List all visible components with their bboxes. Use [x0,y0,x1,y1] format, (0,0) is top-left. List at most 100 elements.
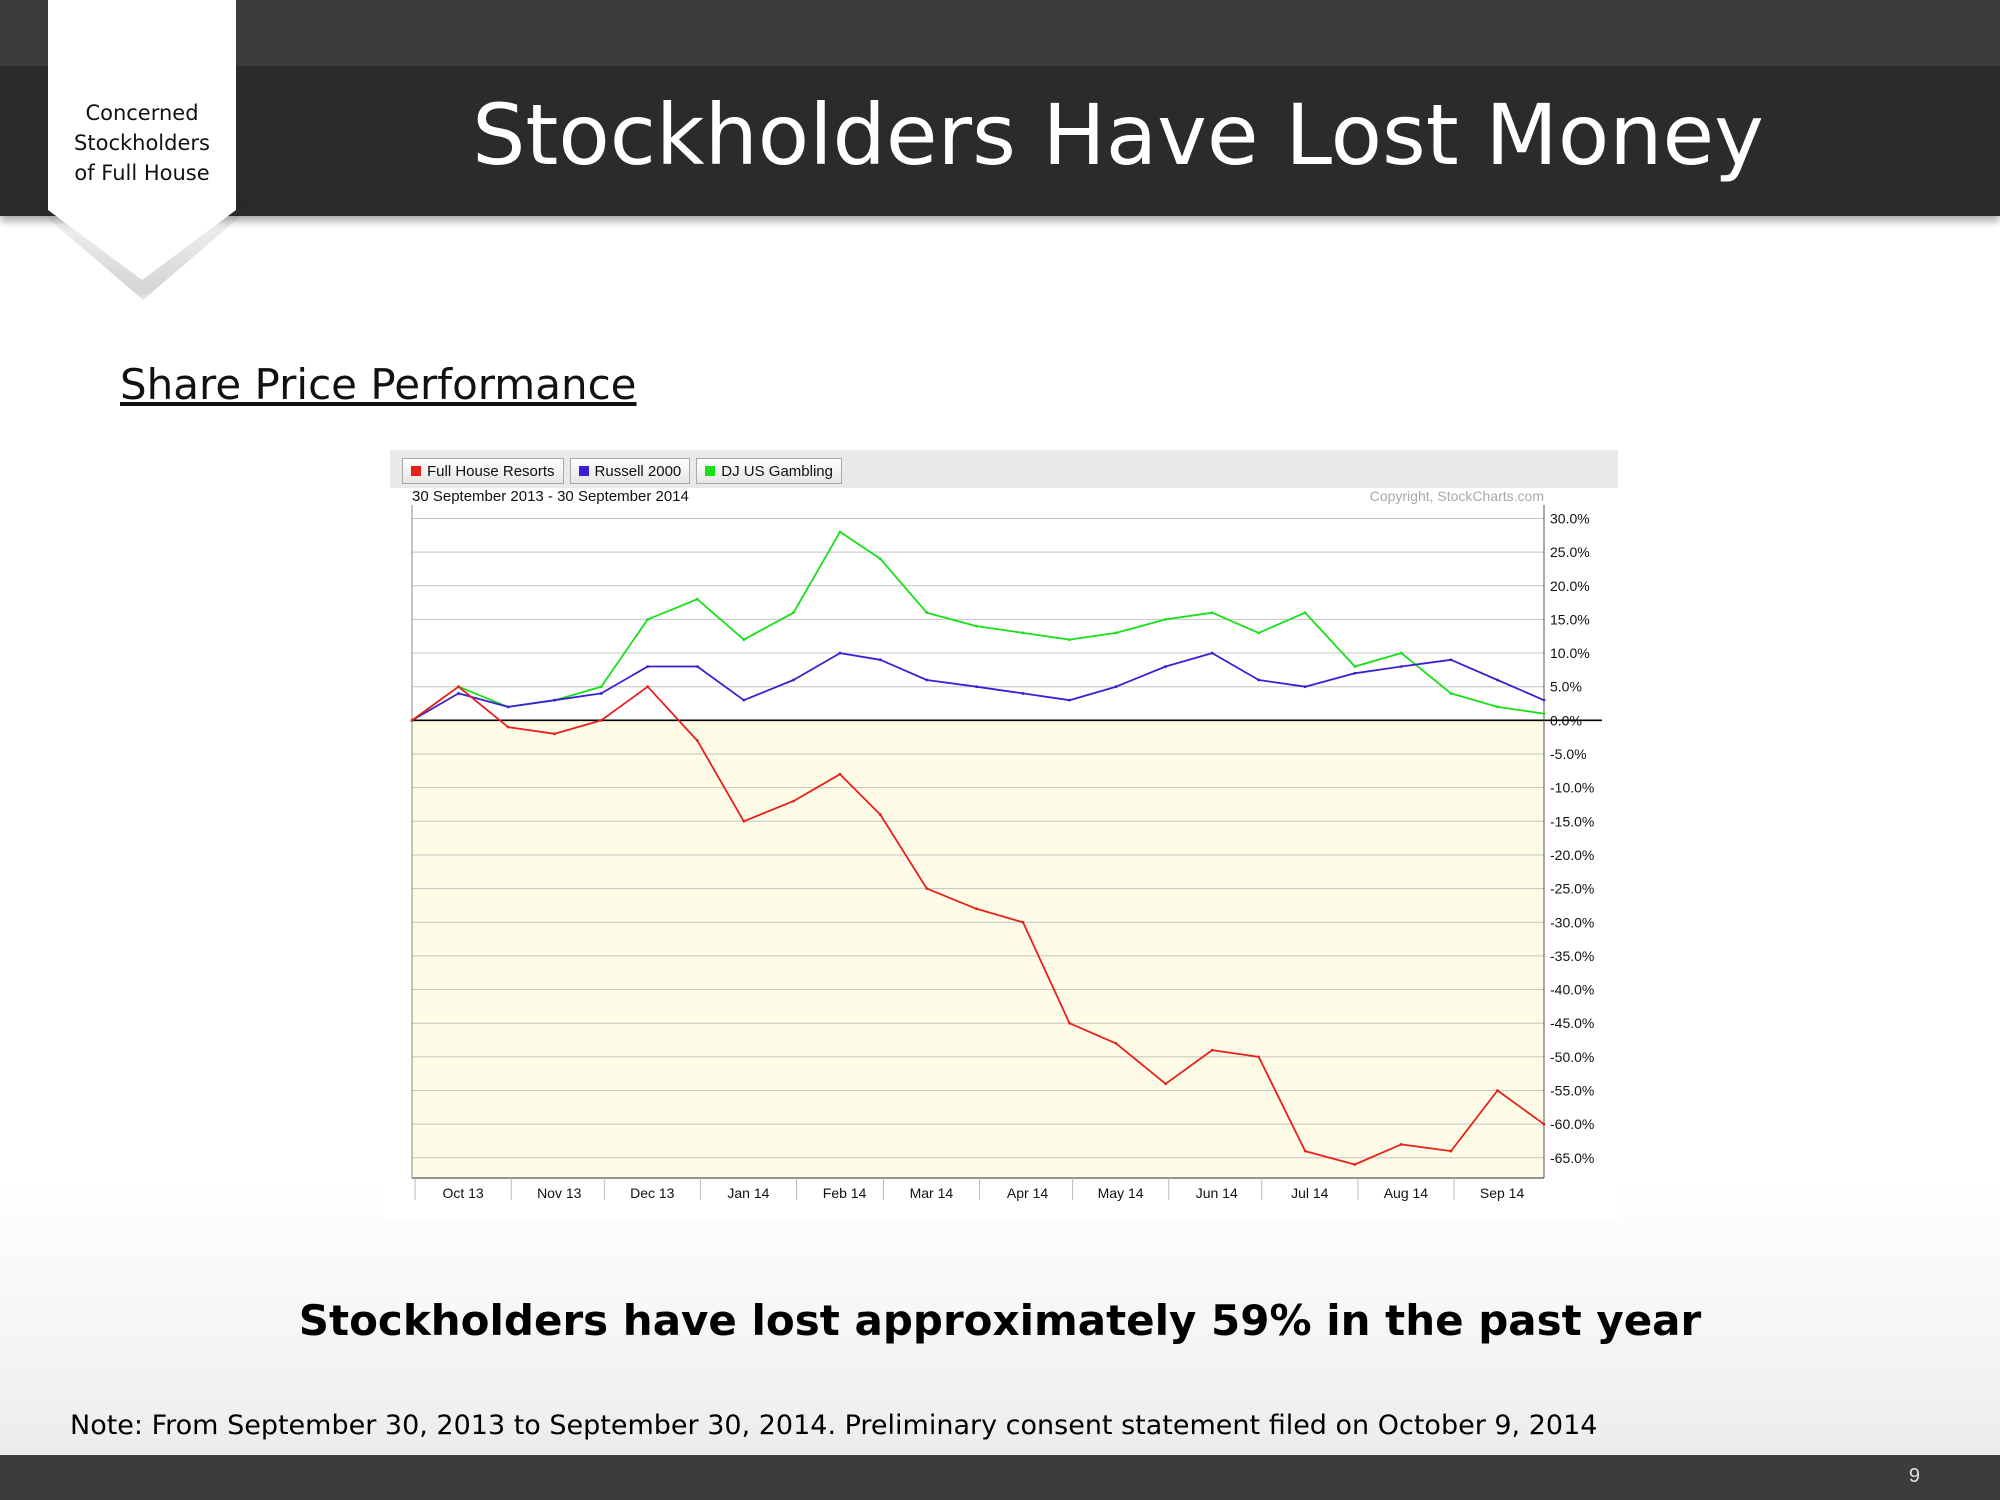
chart-copyright: Copyright, StockCharts.com [1369,488,1544,504]
series-point-2 [878,557,882,561]
x-tick-label: Oct 13 [442,1185,483,1201]
series-point-1 [1353,671,1357,675]
series-point-2 [838,530,842,534]
series-point-0 [1114,1042,1118,1045]
series-point-0 [1449,1149,1453,1153]
y-tick-label: -10.0% [1550,780,1594,796]
y-tick-label: 25.0% [1550,544,1590,560]
y-tick-label: 15.0% [1550,611,1590,627]
series-point-2 [1257,631,1261,635]
x-tick-label: Nov 13 [537,1185,582,1201]
series-point-0 [506,725,510,729]
x-tick-label: Feb 14 [823,1185,867,1201]
series-point-0 [553,732,557,736]
series-point-0 [975,907,978,911]
series-point-0 [838,772,842,776]
series-point-0 [1496,1089,1499,1092]
series-point-2 [1021,631,1025,635]
series-point-0 [1068,1021,1071,1025]
series-point-1 [1210,651,1214,655]
y-tick-label: -15.0% [1550,813,1594,829]
series-point-2 [695,597,699,601]
logo-badge [48,0,236,280]
badge-text: Concerned Stockholders of Full House [48,98,236,188]
plot-area-negative [412,720,1544,1178]
legend-item-gambling[interactable]: DJ US Gambling [696,458,842,484]
series-point-1 [1449,658,1453,662]
series-point-2 [792,611,795,615]
series-point-0 [925,887,929,891]
performance-chart: 30.0% 25.0% 20.0% 15.0% 10.0% 5.0% 0.0% -5.0% -1… [384,450,1618,1220]
series-point-0 [1353,1163,1357,1166]
series-point-0 [1021,920,1025,924]
y-tick-label: -45.0% [1550,1015,1594,1031]
series-point-2 [1496,705,1499,709]
chart-canvas: 30.0%25.0%20.0%15.0%10.0%5.0%0.0%-5.0%-1… [384,450,1618,1220]
series-point-0 [646,685,650,689]
series-point-1 [975,685,978,689]
series-point-1 [878,658,882,662]
x-tick-label: Aug 14 [1384,1185,1429,1201]
top-band [0,0,2000,66]
series-point-2 [1542,712,1546,716]
series-point-0 [695,739,699,742]
series-point-1 [925,678,929,682]
series-point-1 [1068,698,1071,702]
series-point-1 [1114,685,1118,689]
series-point-1 [457,692,460,695]
series-point-0 [1257,1055,1261,1059]
series-point-1 [1021,692,1025,695]
key-message: Stockholders have lost approximately 59%… [298,1296,1702,1345]
series-point-0 [1303,1149,1307,1153]
series-point-0 [410,718,414,722]
legend-label: Full House Resorts [427,462,555,480]
y-tick-label: -60.0% [1550,1116,1594,1132]
legend-item-full-house[interactable]: Full House Resorts [402,458,564,484]
x-tick-label: Dec 13 [630,1185,675,1201]
series-point-2 [1399,651,1403,655]
chart-date-range: 30 September 2013 - 30 September 2014 [412,488,689,505]
series-point-2 [742,638,746,641]
series-point-0 [1399,1142,1403,1146]
x-tick-label: Jun 14 [1196,1185,1238,1201]
badge-line: Concerned [85,101,199,125]
x-tick-label: Mar 14 [910,1185,954,1201]
series-point-2 [1068,638,1071,641]
series-point-1 [506,705,510,709]
y-tick-label: -40.0% [1550,982,1594,998]
series-point-0 [457,685,460,689]
legend-item-russell[interactable]: Russell 2000 [569,458,691,484]
y-tick-label: -55.0% [1550,1083,1594,1099]
series-point-0 [742,819,746,823]
x-tick-label: Jul 14 [1291,1185,1329,1201]
series-point-1 [1257,678,1261,682]
series-point-0 [1210,1048,1214,1052]
legend-swatch [411,466,421,476]
series-point-2 [1114,631,1118,635]
series-point-1 [742,698,746,702]
series-point-0 [878,813,882,816]
series-point-2 [1303,611,1307,615]
series-point-1 [1303,685,1307,689]
footer-bar: 9 [0,1455,2000,1500]
series-point-1 [1542,698,1546,702]
x-tick-label: May 14 [1098,1185,1144,1201]
series-point-2 [599,685,603,689]
y-tick-label: 20.0% [1550,578,1590,594]
badge-line: Stockholders [74,131,210,155]
series-point-0 [599,718,603,722]
series-point-1 [599,692,603,695]
series-point-1 [1399,665,1403,668]
chart-legend: Full House Resorts Russell 2000 DJ US Ga… [402,458,842,484]
series-point-0 [792,799,795,803]
legend-label: Russell 2000 [594,462,682,480]
legend-label: DJ US Gambling [721,462,833,480]
x-tick-label: Apr 14 [1007,1185,1048,1201]
series-point-1 [1496,678,1499,682]
series-point-0 [1542,1122,1546,1126]
legend-swatch [705,466,716,476]
series-point-1 [695,665,699,668]
series-point-1 [838,651,842,655]
series-point-1 [792,678,795,682]
page-title: Stockholders Have Lost Money [472,86,1764,184]
